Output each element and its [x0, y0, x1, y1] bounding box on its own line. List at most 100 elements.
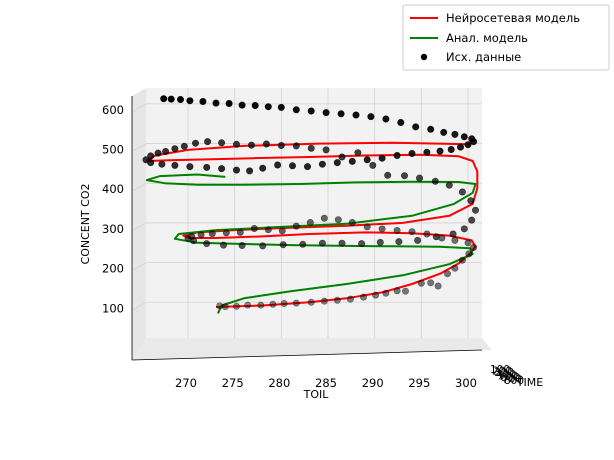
data-point — [337, 110, 345, 118]
data-point — [236, 228, 244, 236]
left-pane — [132, 88, 146, 360]
data-point — [277, 142, 285, 150]
data-point — [147, 152, 155, 160]
data-point — [221, 303, 229, 311]
data-point — [382, 115, 390, 123]
data-point — [307, 107, 315, 115]
data-point — [238, 101, 246, 109]
time-tick-label: 100 — [490, 364, 510, 376]
data-point — [208, 230, 216, 238]
series-line-0 — [145, 141, 479, 308]
x-tick-label: 290 — [362, 376, 384, 390]
x-tick-label: 295 — [408, 376, 430, 390]
data-point — [460, 225, 468, 233]
data-point — [274, 161, 282, 169]
data-point — [436, 147, 444, 155]
data-point — [395, 238, 403, 246]
y-tick-label: 300 — [102, 222, 124, 236]
data-point — [177, 96, 185, 104]
x-tick-label: 280 — [268, 376, 290, 390]
data-point — [277, 103, 285, 111]
floor-pane — [132, 338, 492, 360]
data-point — [378, 225, 386, 233]
data-point — [167, 95, 175, 103]
data-point — [218, 165, 226, 173]
grid-line-y-side — [131, 301, 147, 311]
data-point — [363, 156, 371, 164]
data-point — [434, 282, 442, 290]
y-tick-label: 100 — [102, 301, 124, 315]
data-point — [162, 148, 170, 156]
data-point — [318, 160, 326, 168]
data-point — [292, 106, 300, 114]
data-point — [384, 171, 392, 179]
data-point — [338, 153, 346, 161]
data-point — [307, 298, 315, 306]
data-point — [244, 301, 252, 309]
y-tick-label: 600 — [102, 103, 124, 117]
data-point — [233, 166, 241, 174]
data-point — [393, 152, 401, 160]
data-point — [171, 161, 179, 169]
data-point — [440, 128, 448, 136]
data-point — [423, 148, 431, 156]
series-line-1 — [145, 173, 477, 314]
data-point — [292, 222, 300, 230]
data-point — [451, 264, 459, 272]
data-point — [432, 233, 440, 241]
data-point — [197, 231, 205, 239]
data-point — [212, 99, 220, 107]
data-point — [190, 237, 198, 245]
data-point — [358, 240, 366, 248]
data-point — [445, 181, 453, 189]
data-point — [238, 242, 246, 250]
data-point — [171, 145, 179, 153]
data-point — [456, 143, 464, 151]
data-point — [320, 297, 328, 305]
y-tick-labels: 100 200 300 400 500 600 — [102, 103, 124, 315]
data-point — [438, 234, 446, 242]
data-point — [158, 160, 166, 168]
data-point — [464, 141, 472, 149]
data-point — [397, 119, 405, 127]
data-point — [203, 240, 211, 248]
data-point — [451, 236, 459, 244]
data-point — [262, 140, 270, 148]
time-tick-label: 800 — [504, 375, 524, 387]
data-point — [259, 164, 267, 172]
legend-label-nn: Нейросетевая модель — [446, 11, 580, 25]
data-point — [278, 227, 286, 235]
y-tick-label: 500 — [102, 143, 124, 157]
grid-line-y-side — [131, 262, 147, 271]
data-point — [338, 239, 346, 247]
x-tick-label: 300 — [455, 376, 477, 390]
legend-label-data: Исх. данные — [446, 50, 521, 64]
data-point — [382, 289, 390, 297]
data-point — [359, 293, 367, 301]
data-point — [393, 227, 401, 235]
data-point — [220, 241, 228, 249]
data-point — [333, 159, 341, 167]
x-axis-label: TOIL — [303, 388, 330, 401]
data-point — [233, 140, 241, 148]
data-point — [292, 142, 300, 150]
data-point — [414, 236, 422, 244]
data-point — [306, 219, 314, 227]
data-point — [443, 270, 451, 278]
data-point — [264, 103, 272, 111]
data-point — [354, 149, 362, 157]
data-point — [288, 162, 296, 170]
y-axis-label: CONCENT CO2 — [79, 184, 92, 265]
data-point — [372, 291, 380, 299]
data-point — [348, 219, 356, 227]
data-point — [415, 174, 423, 182]
data-point — [401, 287, 409, 295]
data-point — [186, 97, 194, 105]
data-point — [279, 241, 287, 249]
data-point — [269, 300, 277, 308]
axis-lines — [131, 96, 483, 361]
data-point — [222, 229, 230, 237]
data-point — [468, 135, 476, 143]
